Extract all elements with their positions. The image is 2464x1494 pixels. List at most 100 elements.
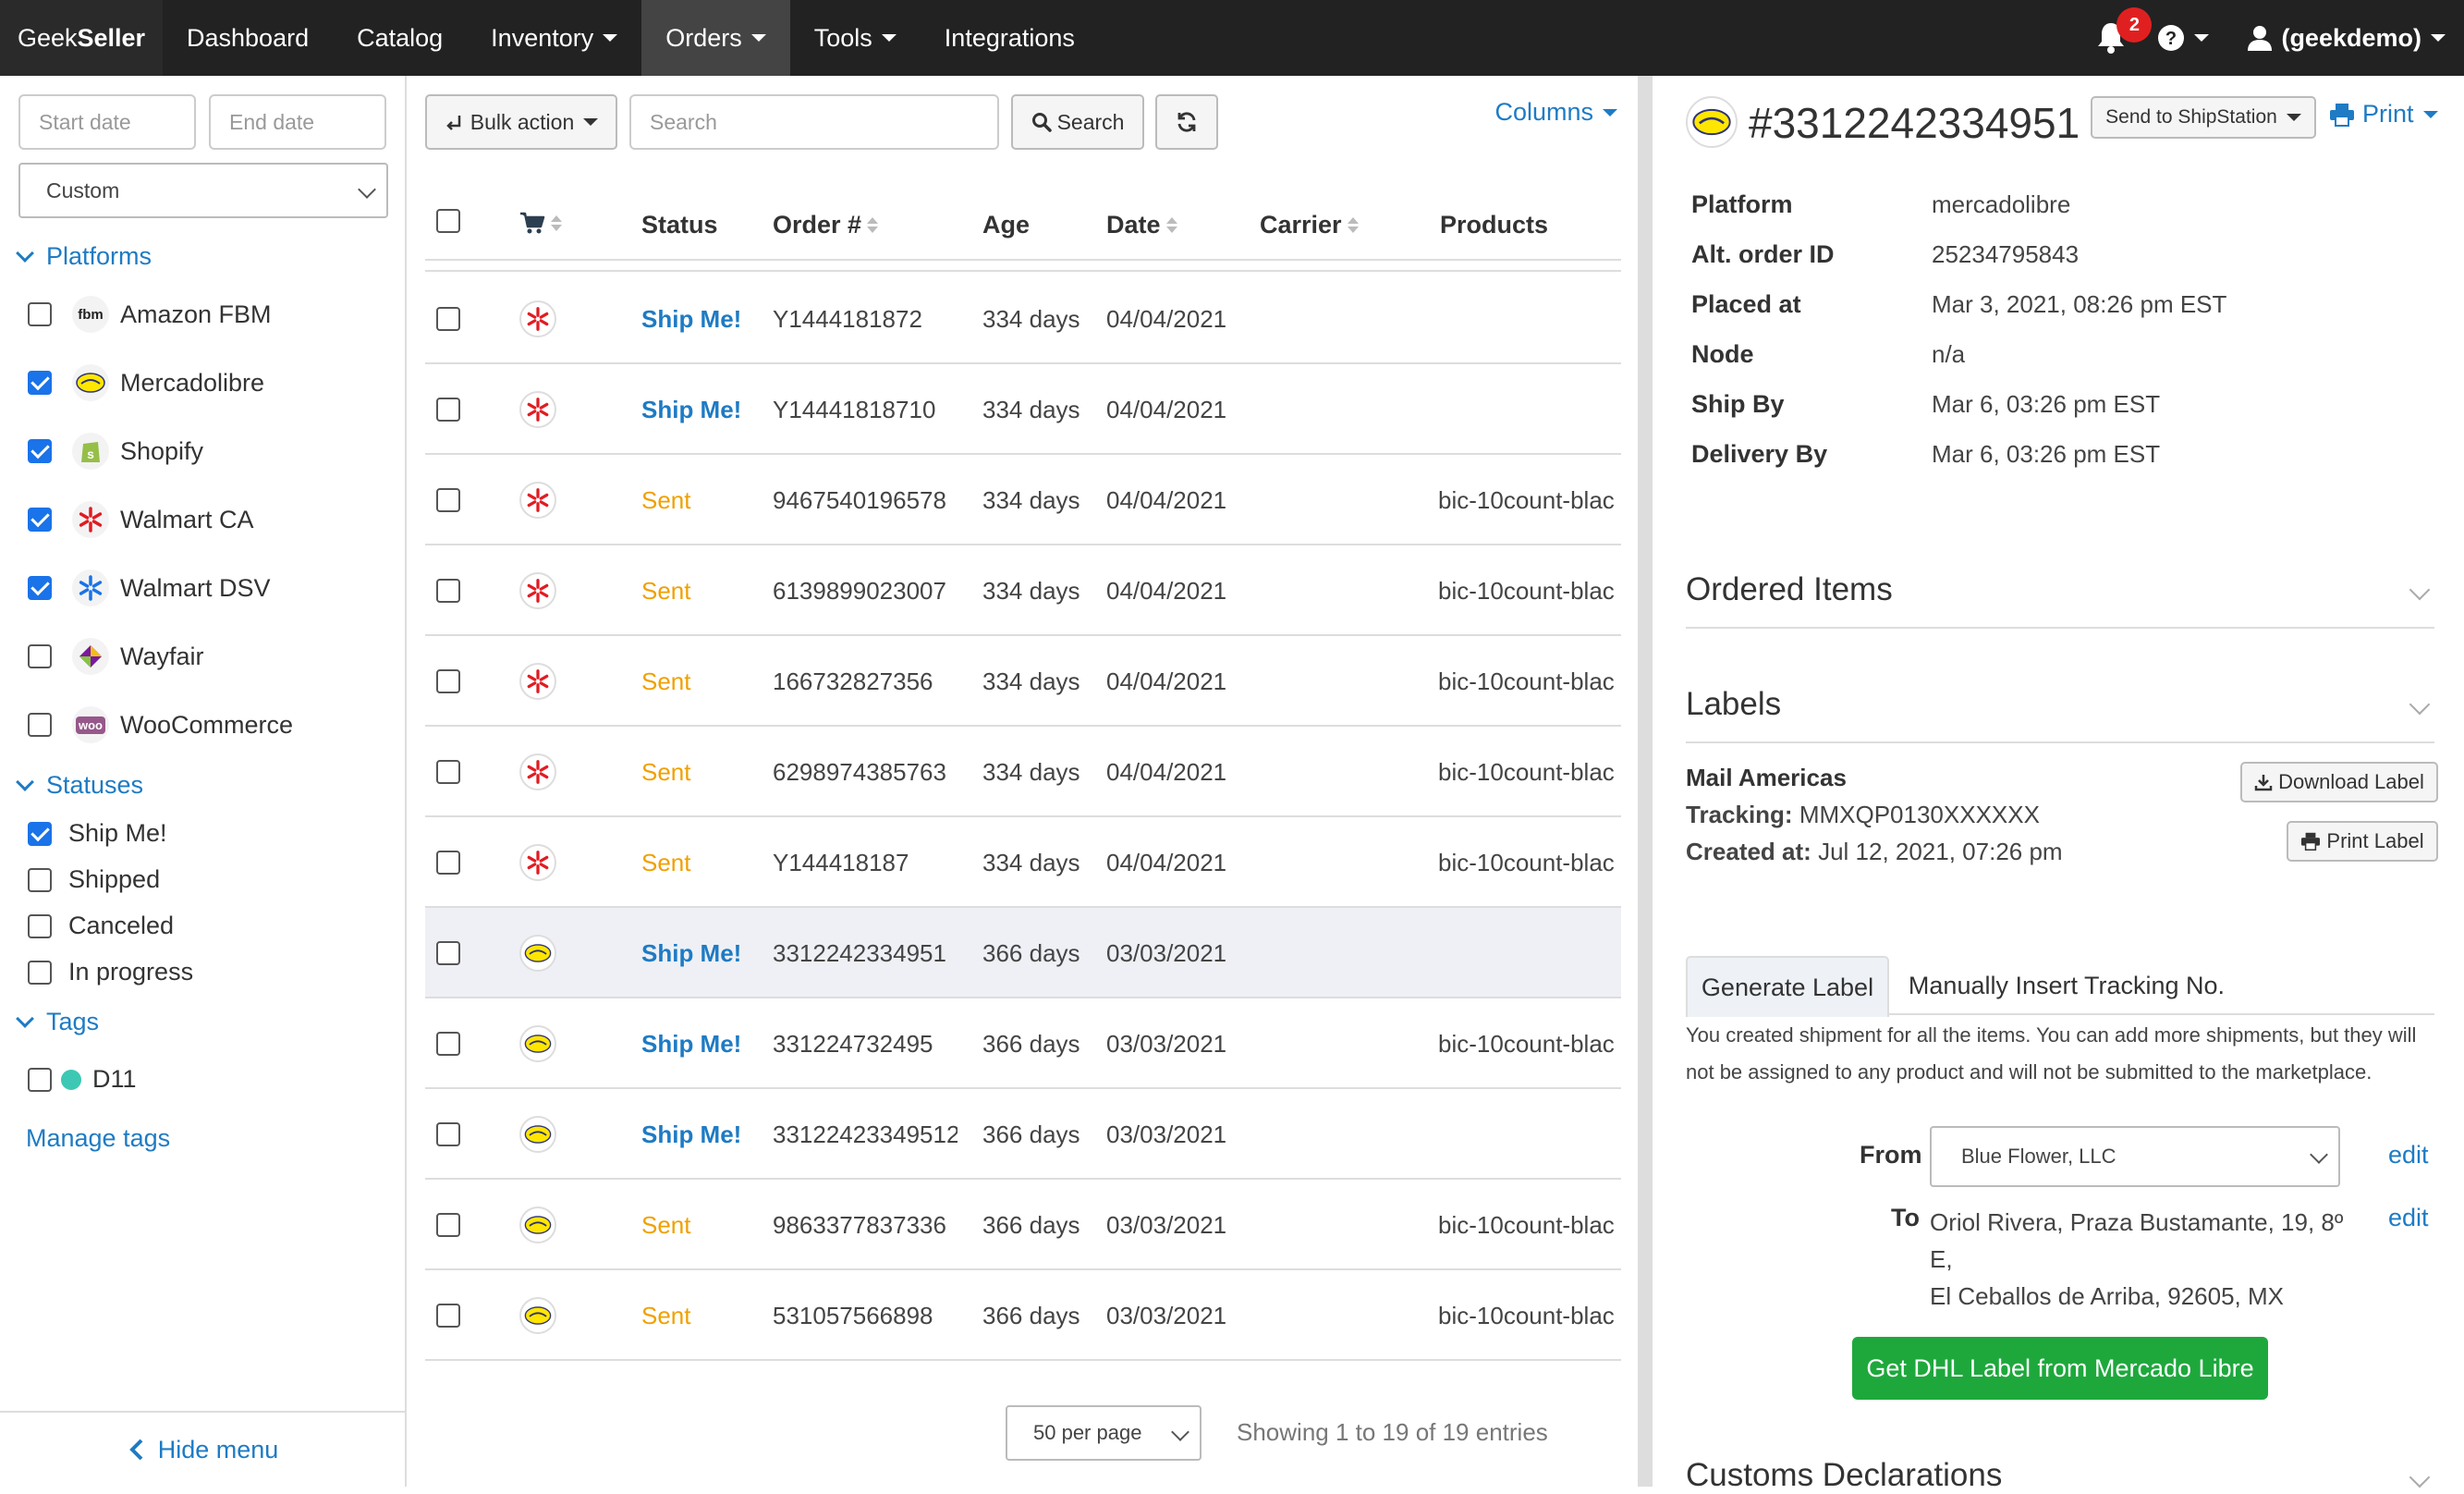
checkbox[interactable] — [28, 302, 52, 326]
platform-filter-wayfair[interactable]: Wayfair — [28, 638, 204, 675]
products-cell[interactable] — [1438, 1089, 1621, 1180]
status-cell[interactable]: Ship Me! — [641, 304, 742, 333]
products-cell[interactable] — [1438, 364, 1621, 455]
age-column-header[interactable]: Age — [982, 211, 1031, 239]
search-button[interactable]: Search — [1011, 94, 1144, 150]
brand-logo[interactable]: Geek Seller — [0, 0, 163, 76]
checkbox[interactable] — [28, 960, 52, 985]
download-label-button[interactable]: Download Label — [2240, 762, 2438, 802]
platform-filter-shopify[interactable]: s Shopify — [28, 433, 203, 470]
order-number-cell[interactable]: 33122423349512 — [773, 1120, 958, 1148]
status-cell[interactable]: Sent — [641, 667, 691, 695]
order-number-cell[interactable]: Y144418187 — [773, 848, 909, 876]
status-filter-in-progress[interactable]: In progress — [28, 958, 193, 986]
row-checkbox[interactable] — [436, 669, 460, 693]
manage-tags-link[interactable]: Manage tags — [26, 1124, 171, 1152]
edit-from-link[interactable]: edit — [2388, 1141, 2429, 1169]
row-checkbox[interactable] — [436, 488, 460, 512]
row-checkbox[interactable] — [436, 1304, 460, 1328]
table-row[interactable]: Sent 9863377837336 366 days 03/03/2021 bic-1… — [425, 1180, 1621, 1270]
row-checkbox[interactable] — [436, 307, 460, 331]
checkbox-checked[interactable] — [28, 508, 52, 532]
products-cell[interactable]: bic-10count-blac — [1438, 757, 1615, 786]
products-cell[interactable]: bic-10count-blac — [1438, 1301, 1615, 1329]
table-row[interactable]: Sent 6298974385763 334 days 04/04/2021 bic-1… — [425, 727, 1621, 817]
order-column-header[interactable]: Order # — [773, 211, 879, 239]
status-cell[interactable]: Sent — [641, 1210, 691, 1239]
print-label-button[interactable]: Print Label — [2287, 821, 2438, 862]
bulk-action-button[interactable]: Bulk action — [425, 94, 617, 150]
columns-dropdown[interactable]: Columns — [1494, 98, 1617, 127]
table-row[interactable]: Ship Me! Y14441818710 334 days 04/04/2021 — [425, 364, 1621, 455]
order-number-cell[interactable]: 3312242334951 — [773, 938, 946, 967]
checkbox[interactable] — [28, 913, 52, 938]
carrier-column-header[interactable]: Carrier — [1260, 211, 1359, 239]
status-cell[interactable]: Ship Me! — [641, 1120, 742, 1148]
notifications-button[interactable]: 2 — [2083, 0, 2153, 76]
platform-filter-mercadolibre[interactable]: Mercadolibre — [28, 364, 264, 401]
send-to-shipstation-button[interactable]: Send to ShipStation — [2091, 96, 2316, 139]
ordered-items-header[interactable]: Ordered Items — [1686, 571, 1893, 607]
status-filter-ship-me[interactable]: Ship Me! — [28, 819, 167, 848]
labels-header[interactable]: Labels — [1686, 686, 1782, 722]
order-number-cell[interactable]: 6139899023007 — [773, 576, 946, 605]
table-row[interactable]: Sent Y144418187 334 days 04/04/2021 bic-10co… — [425, 817, 1621, 908]
products-cell[interactable]: bic-10count-blac — [1438, 485, 1615, 514]
order-number-cell[interactable]: 166732827356 — [773, 667, 933, 695]
row-checkbox[interactable] — [436, 398, 460, 422]
channel-column-header[interactable] — [519, 211, 562, 235]
row-checkbox[interactable] — [436, 1032, 460, 1056]
platform-filter-walmart-ca[interactable]: Walmart CA — [28, 501, 254, 538]
tab-manual-tracking[interactable]: Manually Insert Tracking No. — [1908, 971, 2226, 999]
hide-menu-button[interactable]: Hide menu — [0, 1411, 407, 1487]
tags-section-toggle[interactable]: Tags — [16, 1008, 99, 1036]
platform-filter-woocommerce[interactable]: woo WooCommerce — [28, 706, 293, 743]
per-page-select[interactable]: 50 per page — [1006, 1405, 1202, 1461]
from-address-select[interactable]: Blue Flower, LLC — [1930, 1126, 2340, 1187]
products-cell[interactable]: bic-10count-blac — [1438, 667, 1615, 695]
order-number-cell[interactable]: Y14441818710 — [773, 395, 936, 423]
get-dhl-label-button[interactable]: Get DHL Label from Mercado Libre — [1852, 1337, 2268, 1400]
products-cell[interactable] — [1438, 274, 1621, 364]
order-number-cell[interactable]: 531057566898 — [773, 1301, 933, 1329]
edit-to-link[interactable]: edit — [2388, 1204, 2429, 1231]
nav-inventory[interactable]: Inventory — [467, 0, 641, 76]
order-number-cell[interactable]: 331224732495 — [773, 1029, 933, 1058]
checkbox-checked[interactable] — [28, 576, 52, 600]
statuses-section-toggle[interactable]: Statuses — [16, 771, 143, 800]
nav-catalog[interactable]: Catalog — [333, 0, 467, 76]
table-row[interactable]: Ship Me! 3312242334951 366 days 03/03/2021 — [425, 908, 1621, 998]
date-column-header[interactable]: Date — [1106, 211, 1177, 239]
order-number-cell[interactable]: 6298974385763 — [773, 757, 946, 786]
products-cell[interactable]: bic-10count-blac — [1438, 576, 1615, 605]
nav-tools[interactable]: Tools — [790, 0, 921, 76]
chevron-down-icon[interactable] — [2409, 693, 2431, 716]
table-row[interactable]: Ship Me! 331224732495 366 days 03/03/2021 bi… — [425, 998, 1621, 1089]
checkbox[interactable] — [28, 867, 52, 892]
select-all-checkbox[interactable] — [436, 209, 460, 233]
status-cell[interactable]: Ship Me! — [641, 395, 742, 423]
status-cell[interactable]: Sent — [641, 757, 691, 786]
checkbox-checked[interactable] — [28, 439, 52, 463]
table-row[interactable]: Ship Me! Y1444181872 334 days 04/04/2021 — [425, 274, 1621, 364]
row-checkbox[interactable] — [436, 579, 460, 603]
start-date-input[interactable]: Start date — [18, 94, 196, 150]
products-cell[interactable]: bic-10count-blac — [1438, 848, 1615, 876]
chevron-down-icon[interactable] — [2409, 579, 2431, 601]
table-row[interactable]: Sent 9467540196578 334 days 04/04/2021 bic-1… — [425, 455, 1621, 545]
order-number-cell[interactable]: 9467540196578 — [773, 485, 946, 514]
order-number-cell[interactable]: Y1444181872 — [773, 304, 922, 333]
end-date-input[interactable]: End date — [209, 94, 386, 150]
print-dropdown[interactable]: Print — [2329, 100, 2438, 129]
checkbox-checked[interactable] — [28, 821, 52, 846]
user-menu[interactable]: (geekdemo) — [2246, 24, 2446, 53]
checkbox[interactable] — [28, 1067, 52, 1092]
status-cell[interactable]: Ship Me! — [641, 938, 742, 967]
status-cell[interactable]: Sent — [641, 485, 691, 514]
status-filter-canceled[interactable]: Canceled — [28, 912, 174, 940]
table-row[interactable]: Sent 6139899023007 334 days 04/04/2021 bic-1… — [425, 545, 1621, 636]
checkbox-checked[interactable] — [28, 371, 52, 395]
row-checkbox[interactable] — [436, 851, 460, 875]
status-filter-shipped[interactable]: Shipped — [28, 865, 160, 894]
platform-filter-amazon-fbm[interactable]: fbm Amazon FBM — [28, 296, 272, 333]
